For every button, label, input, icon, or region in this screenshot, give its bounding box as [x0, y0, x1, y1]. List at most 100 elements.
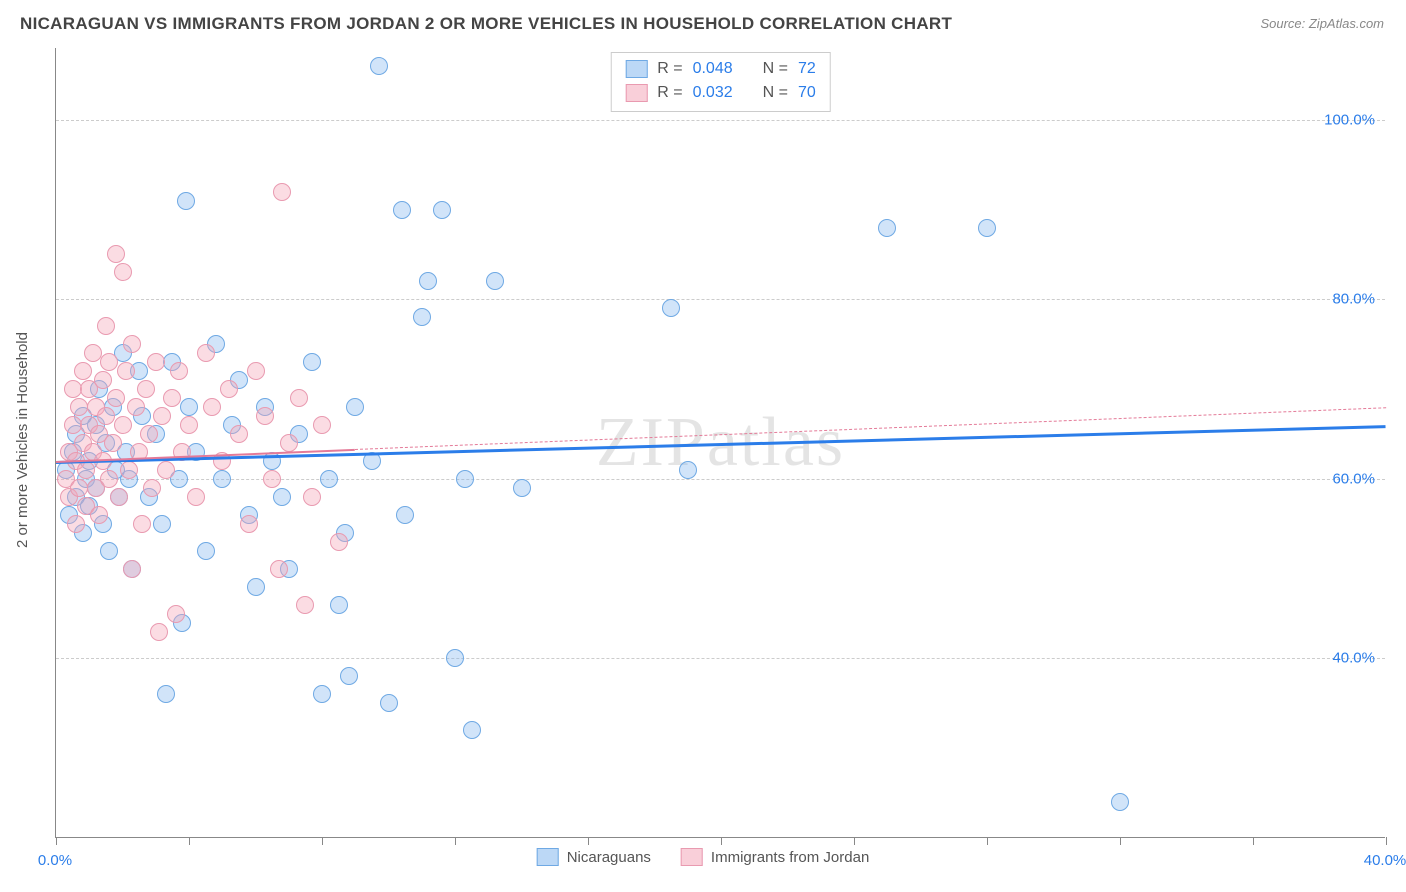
data-point	[114, 416, 132, 434]
data-point	[380, 694, 398, 712]
data-point	[157, 685, 175, 703]
data-point	[256, 407, 274, 425]
y-tick-label: 100.0%	[1324, 111, 1375, 128]
data-point	[878, 219, 896, 237]
x-tick	[56, 837, 57, 845]
data-point	[270, 560, 288, 578]
legend-label-1: Immigrants from Jordan	[711, 849, 869, 866]
stats-legend-box: R = 0.048 N = 72 R = 0.032 N = 70	[610, 52, 831, 112]
data-point	[107, 389, 125, 407]
regression-line	[56, 425, 1386, 464]
data-point	[240, 515, 258, 533]
swatch-blue	[537, 848, 559, 866]
y-tick-label: 40.0%	[1332, 650, 1375, 667]
gridline	[56, 479, 1385, 480]
data-point	[100, 542, 118, 560]
swatch-blue	[625, 60, 647, 78]
gridline	[56, 658, 1385, 659]
data-point	[247, 578, 265, 596]
data-point	[120, 461, 138, 479]
data-point	[313, 416, 331, 434]
stats-n-value-1: 70	[798, 81, 816, 105]
source-attribution: Source: ZipAtlas.com	[1260, 16, 1384, 31]
data-point	[70, 398, 88, 416]
stats-r-label: R =	[657, 57, 682, 81]
x-tick-label-left: 0.0%	[38, 852, 72, 869]
data-point	[463, 721, 481, 739]
data-point	[303, 488, 321, 506]
swatch-pink	[625, 84, 647, 102]
bottom-legend: Nicaraguans Immigrants from Jordan	[537, 848, 870, 866]
data-point	[393, 201, 411, 219]
x-tick-label-right: 40.0%	[1364, 852, 1406, 869]
data-point	[180, 416, 198, 434]
data-point	[370, 57, 388, 75]
x-tick	[1253, 837, 1254, 845]
stats-row-series-1: R = 0.032 N = 70	[625, 81, 816, 105]
data-point	[1111, 793, 1129, 811]
data-point	[100, 470, 118, 488]
data-point	[197, 542, 215, 560]
data-point	[133, 515, 151, 533]
data-point	[123, 560, 141, 578]
stats-r-value-1: 0.032	[693, 81, 733, 105]
data-point	[123, 335, 141, 353]
data-point	[340, 667, 358, 685]
data-point	[117, 362, 135, 380]
data-point	[84, 344, 102, 362]
data-point	[150, 623, 168, 641]
x-tick	[721, 837, 722, 845]
data-point	[220, 380, 238, 398]
chart-title: NICARAGUAN VS IMMIGRANTS FROM JORDAN 2 O…	[20, 14, 952, 34]
data-point	[170, 362, 188, 380]
legend-item-1: Immigrants from Jordan	[681, 848, 869, 866]
data-point	[70, 479, 88, 497]
data-point	[320, 470, 338, 488]
data-point	[230, 425, 248, 443]
data-point	[247, 362, 265, 380]
data-point	[167, 605, 185, 623]
data-point	[662, 299, 680, 317]
data-point	[213, 470, 231, 488]
data-point	[203, 398, 221, 416]
x-tick	[854, 837, 855, 845]
data-point	[104, 434, 122, 452]
gridline	[56, 299, 1385, 300]
gridline	[56, 120, 1385, 121]
data-point	[330, 533, 348, 551]
data-point	[177, 192, 195, 210]
data-point	[296, 596, 314, 614]
x-tick	[987, 837, 988, 845]
data-point	[163, 389, 181, 407]
data-point	[433, 201, 451, 219]
data-point	[127, 398, 145, 416]
plot-area: ZIPatlas R = 0.048 N = 72 R = 0.032 N = …	[55, 48, 1385, 838]
stats-r-label: R =	[657, 81, 682, 105]
stats-r-value-0: 0.048	[693, 57, 733, 81]
data-point	[100, 353, 118, 371]
data-point	[77, 461, 95, 479]
data-point	[64, 416, 82, 434]
x-tick	[189, 837, 190, 845]
data-point	[157, 461, 175, 479]
data-point	[330, 596, 348, 614]
data-point	[110, 488, 128, 506]
data-point	[679, 461, 697, 479]
stats-row-series-0: R = 0.048 N = 72	[625, 57, 816, 81]
data-point	[74, 362, 92, 380]
data-point	[413, 308, 431, 326]
data-point	[290, 389, 308, 407]
data-point	[140, 425, 158, 443]
y-tick-label: 60.0%	[1332, 470, 1375, 487]
data-point	[67, 515, 85, 533]
data-point	[114, 263, 132, 281]
data-point	[978, 219, 996, 237]
y-tick-label: 80.0%	[1332, 291, 1375, 308]
data-point	[303, 353, 321, 371]
data-point	[90, 506, 108, 524]
x-tick	[1386, 837, 1387, 845]
data-point	[273, 183, 291, 201]
x-tick	[322, 837, 323, 845]
data-point	[97, 407, 115, 425]
data-point	[513, 479, 531, 497]
